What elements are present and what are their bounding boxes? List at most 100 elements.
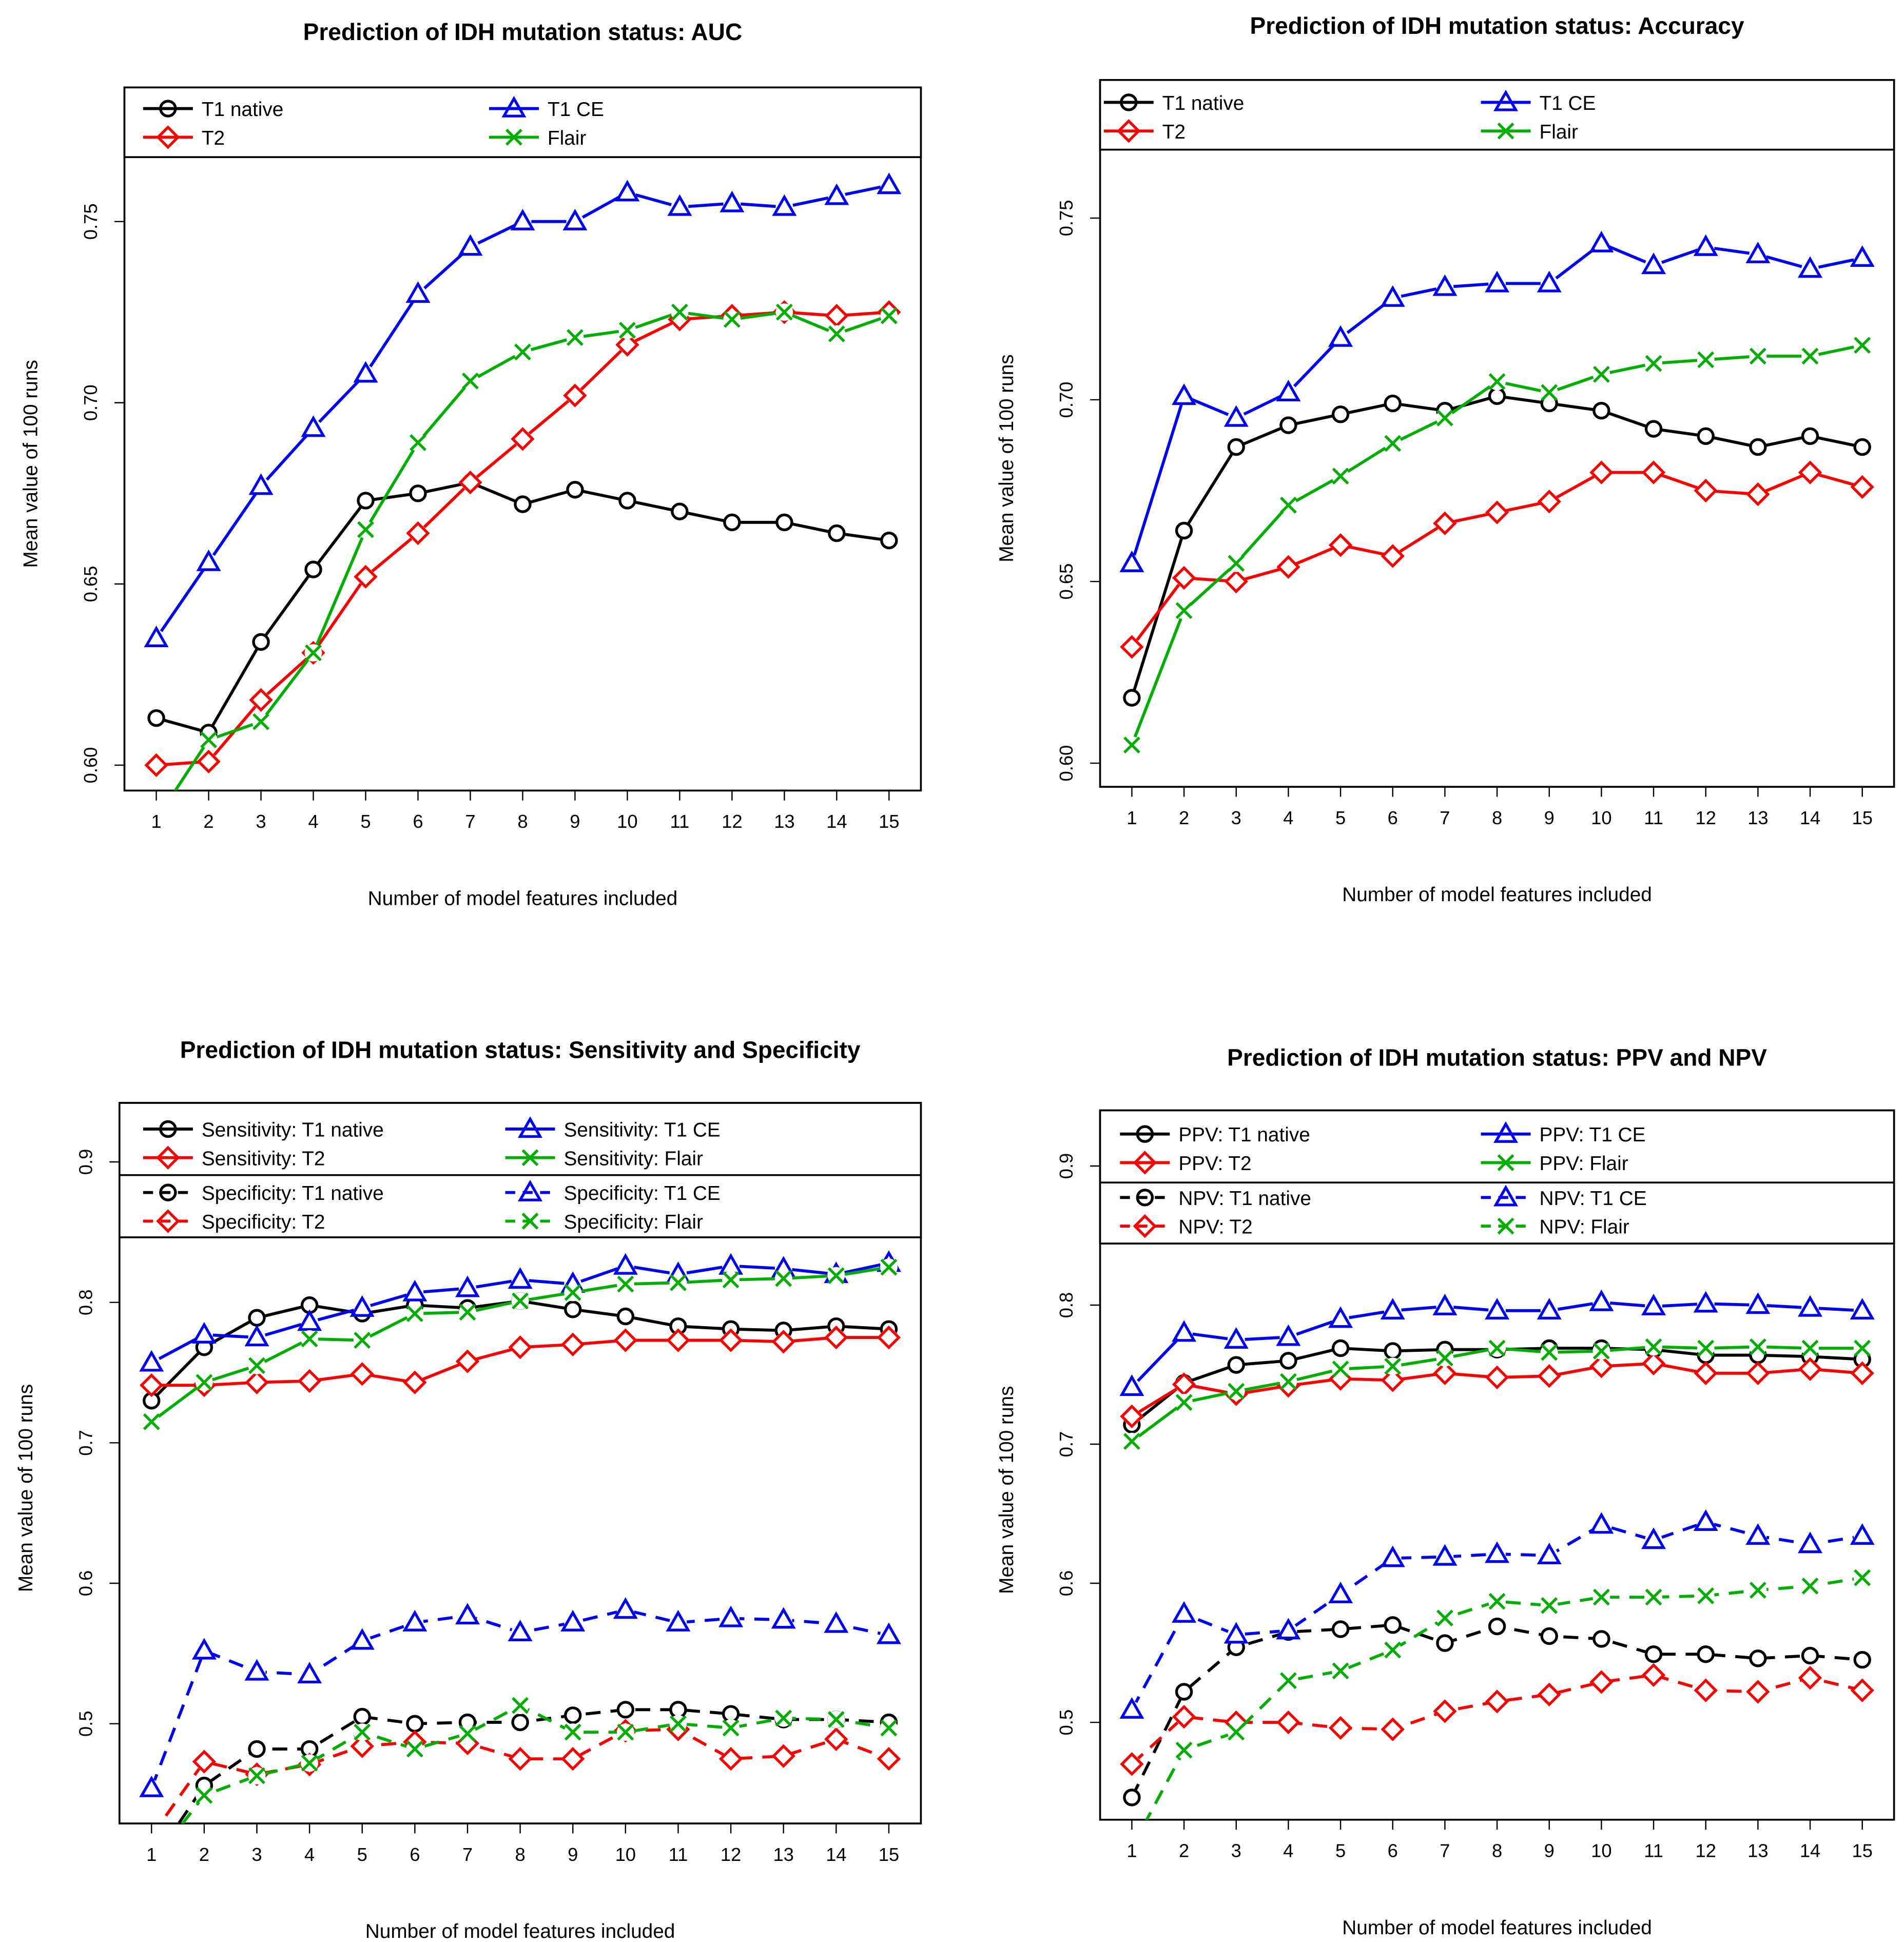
data-point xyxy=(1589,1670,1614,1694)
legend: T1 native T2 T1 CE Flair xyxy=(1099,79,1895,151)
data-point xyxy=(139,1775,164,1797)
data-point xyxy=(1120,1404,1144,1428)
y-axis-label: Mean value of 100 runs xyxy=(996,354,1018,562)
data-point xyxy=(564,1723,581,1741)
y-tick-label: 0.60 xyxy=(1056,745,1077,782)
x-tick-label: 12 xyxy=(1696,1840,1716,1861)
series-line xyxy=(155,184,889,639)
data-point xyxy=(458,234,483,256)
x-tick-label: 4 xyxy=(308,811,318,832)
series-line xyxy=(173,310,890,791)
series-area xyxy=(139,1250,901,1824)
data-point xyxy=(1850,475,1874,499)
marker-background xyxy=(511,1338,529,1356)
data-point xyxy=(458,470,482,495)
data-point xyxy=(1331,1339,1350,1357)
legend-label: NPV: T1 CE xyxy=(1540,1188,1647,1210)
data-point xyxy=(297,1369,322,1393)
x-tick-label: 11 xyxy=(1644,1840,1663,1861)
x-axis-label: Number of model features included xyxy=(1342,884,1652,906)
marker-background xyxy=(248,1373,266,1391)
data-point xyxy=(1332,1662,1349,1680)
data-point xyxy=(824,1611,849,1633)
x-axis-label: Number of model features included xyxy=(365,1920,675,1942)
x-axis-label: Number of model features included xyxy=(368,887,678,909)
marker-background xyxy=(1175,569,1193,587)
x-tick-label: 7 xyxy=(1440,807,1450,828)
data-point xyxy=(1123,1789,1141,1807)
data-point xyxy=(1537,1298,1562,1320)
data-point xyxy=(197,749,221,774)
data-point xyxy=(723,513,741,532)
data-point xyxy=(143,1413,160,1430)
marker-background xyxy=(1645,1354,1663,1372)
x-axis-label: Number of model features included xyxy=(1342,1917,1652,1939)
data-point xyxy=(1589,460,1614,484)
legend-item: T2 xyxy=(143,125,225,149)
data-point xyxy=(1436,1349,1453,1367)
data-point xyxy=(824,183,849,205)
data-point xyxy=(1332,1361,1349,1378)
data-point xyxy=(459,1725,476,1742)
x-tick-label: 7 xyxy=(465,811,475,832)
data-point xyxy=(877,172,902,195)
x-tick-label: 1 xyxy=(1126,1840,1137,1861)
data-point xyxy=(1223,1622,1249,1644)
x-tick-label: 14 xyxy=(826,1844,846,1865)
marker-background xyxy=(1488,1368,1506,1386)
data-point xyxy=(1697,1339,1715,1357)
x-tick-label: 1 xyxy=(1126,807,1137,828)
data-point xyxy=(1436,1609,1453,1627)
series-line xyxy=(177,1708,889,1824)
legend-label: Sensitivity: T1 CE xyxy=(564,1119,720,1141)
x-tick-label: 9 xyxy=(568,1844,578,1865)
data-point xyxy=(252,633,270,651)
data-point xyxy=(671,502,689,520)
legend-label: Specificity: Flair xyxy=(564,1211,703,1233)
marker-background xyxy=(616,1331,634,1349)
data-point xyxy=(1801,427,1819,445)
data-point xyxy=(354,1723,371,1741)
data-point xyxy=(617,1723,634,1741)
marker-background xyxy=(301,1372,319,1390)
x-tick-label: 5 xyxy=(1335,1840,1346,1861)
data-point xyxy=(1745,1292,1771,1314)
data-point xyxy=(192,1750,217,1774)
legend-item: PPV: T1 CE xyxy=(1481,1121,1645,1146)
marker-background xyxy=(252,691,270,709)
series-specificity-t1-ce xyxy=(139,1597,901,1797)
data-point xyxy=(1381,1368,1405,1392)
data-point xyxy=(827,1711,845,1728)
data-point xyxy=(1540,1627,1558,1645)
data-point xyxy=(1172,566,1196,590)
data-point xyxy=(670,1274,687,1291)
y-tick-label: 0.75 xyxy=(80,203,101,240)
legend-item: Sensitivity: T1 native xyxy=(143,1119,384,1141)
marker-background xyxy=(566,386,584,404)
data-point xyxy=(1644,1645,1663,1663)
data-point xyxy=(1279,1352,1297,1370)
marker-background xyxy=(195,1753,213,1771)
data-point xyxy=(1592,1588,1610,1606)
data-point xyxy=(1798,1295,1823,1317)
data-point xyxy=(1485,1689,1509,1714)
marker-background xyxy=(1436,1702,1454,1720)
y-tick-label: 0.9 xyxy=(75,1149,96,1175)
marker-background xyxy=(458,1352,476,1370)
legend-label: Sensitivity: T2 xyxy=(202,1148,325,1170)
x-tick-label: 5 xyxy=(360,811,371,832)
data-point xyxy=(617,1275,634,1293)
data-point xyxy=(1172,1320,1197,1342)
x-tick-label: 11 xyxy=(669,1844,688,1865)
data-point xyxy=(1854,1339,1871,1357)
marker-background xyxy=(147,756,165,774)
data-point xyxy=(561,1332,585,1356)
marker-background xyxy=(1540,1685,1558,1703)
data-point xyxy=(1384,1641,1402,1659)
legend-item: Flair xyxy=(489,127,586,149)
data-point xyxy=(718,1605,744,1627)
data-point xyxy=(1798,460,1822,484)
marker-background xyxy=(461,474,479,492)
marker-background xyxy=(1384,1720,1402,1738)
legend-label: PPV: T1 native xyxy=(1178,1124,1310,1146)
